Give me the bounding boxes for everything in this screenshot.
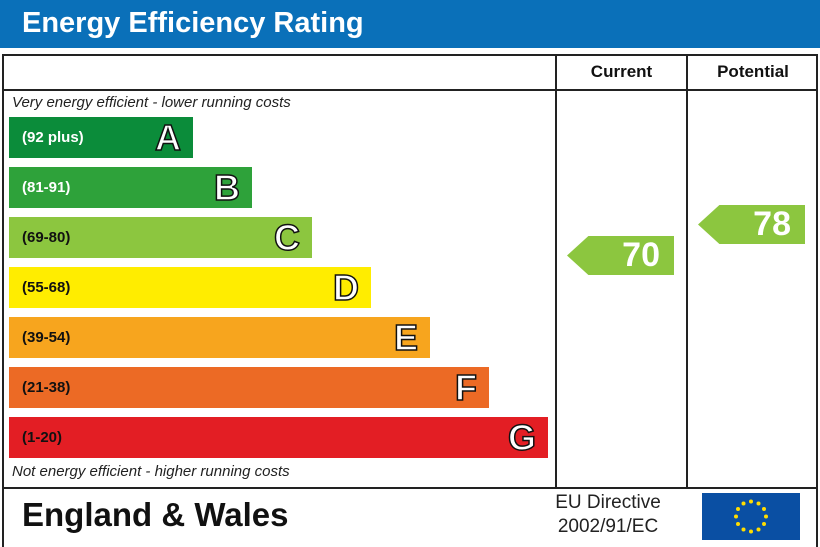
- potential-rating-arrow: 78: [698, 205, 805, 244]
- band-letter: F: [454, 366, 478, 409]
- eu-star: [761, 507, 766, 511]
- band-range: (69-80): [22, 229, 71, 246]
- column-header-potential: Potential: [717, 62, 789, 81]
- band-letter: G: [507, 416, 537, 459]
- band-letter: D: [332, 266, 360, 309]
- column-header-current: Current: [590, 62, 653, 81]
- band-e: (39-54) E: [9, 316, 430, 359]
- note-top: Very energy efficient - lower running co…: [12, 94, 291, 111]
- current-rating-value: 70: [622, 236, 660, 274]
- divider: [2, 487, 818, 489]
- current-rating-arrow: 70: [567, 236, 674, 275]
- divider: [2, 89, 818, 91]
- eu-star: [749, 529, 753, 534]
- band-range: (21-38): [22, 379, 71, 396]
- eu-star: [741, 527, 746, 532]
- band-range: (92 plus): [22, 129, 84, 146]
- band-range: (55-68): [22, 279, 71, 296]
- eu-star: [736, 522, 741, 526]
- divider: [686, 54, 688, 488]
- band-range: (39-54): [22, 329, 71, 346]
- divider: [555, 54, 557, 488]
- chart-frame: [2, 54, 818, 547]
- eu-flag-icon: [702, 493, 800, 540]
- band-b: (81-91) B: [9, 166, 252, 209]
- band-range: (81-91): [22, 179, 71, 196]
- eu-star: [736, 507, 741, 511]
- band-c: (69-80) C: [9, 216, 312, 259]
- band-g: (1-20) G: [9, 416, 548, 459]
- eu-star: [756, 501, 761, 506]
- band-a: (92 plus) A: [9, 116, 193, 159]
- eu-star: [734, 514, 738, 519]
- band-letter: E: [393, 316, 419, 359]
- note-bottom: Not energy efficient - higher running co…: [12, 463, 290, 480]
- eu-star: [761, 522, 766, 526]
- band-letter: A: [154, 116, 182, 159]
- band-letter: C: [273, 216, 301, 259]
- potential-rating-value: 78: [753, 205, 791, 243]
- eu-star: [764, 514, 768, 519]
- chart-title: Energy Efficiency Rating: [22, 7, 364, 39]
- eu-star: [749, 499, 753, 504]
- region-label: England & Wales: [22, 496, 289, 533]
- band-d: (55-68) D: [9, 266, 371, 309]
- eu-star: [756, 527, 761, 532]
- band-f: (21-38) F: [9, 366, 489, 409]
- band-letter: B: [213, 166, 241, 209]
- band-range: (1-20): [22, 429, 63, 446]
- directive-line1: EU Directive: [555, 492, 661, 513]
- directive-line2: 2002/91/EC: [557, 516, 659, 537]
- eu-star: [741, 501, 746, 506]
- header-bar: [0, 0, 820, 48]
